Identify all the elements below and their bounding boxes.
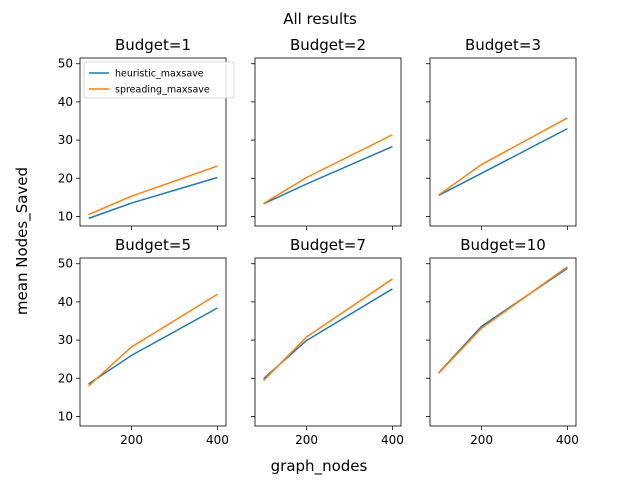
y-tick-label: 50 bbox=[58, 257, 73, 271]
series-line-spreading_maxsave bbox=[263, 278, 393, 382]
subplot-1: Budget=1 10 20 30 40 50 heuristic_maxsavesprea… bbox=[58, 36, 235, 230]
legend-label: heuristic_maxsave bbox=[115, 69, 204, 80]
series-line-spreading_maxsave bbox=[88, 165, 218, 216]
series-line-heuristic_maxsave bbox=[88, 176, 218, 220]
y-tick-label: 10 bbox=[58, 209, 73, 223]
subplot-5: Budget=7 200 400 bbox=[251, 236, 404, 447]
subplot-2: Budget=2 bbox=[251, 36, 402, 230]
x-tick-label: 200 bbox=[120, 433, 143, 447]
y-tick-label: 30 bbox=[58, 133, 73, 147]
series-line-heuristic_maxsave bbox=[438, 127, 568, 197]
legend: heuristic_maxsave spreading_maxsave bbox=[83, 61, 235, 99]
y-tick-label: 20 bbox=[58, 171, 73, 185]
axes-frame bbox=[254, 57, 402, 227]
series-line-heuristic_maxsave bbox=[88, 307, 218, 385]
x-tick-label: 200 bbox=[295, 433, 318, 447]
subplot-3: Budget=3 bbox=[426, 36, 577, 230]
figure-suptitle: All results bbox=[283, 10, 357, 28]
subplot-title: Budget=5 bbox=[115, 236, 191, 254]
axes-frame bbox=[429, 257, 577, 427]
x-tick-label: 400 bbox=[556, 433, 579, 447]
subplot-title: Budget=7 bbox=[290, 236, 366, 254]
subplot-grid: Budget=1 10 20 30 40 50 heuristic_maxsavesprea… bbox=[58, 36, 579, 447]
legend-box bbox=[83, 61, 235, 99]
axes-frame bbox=[79, 257, 227, 427]
series-line-heuristic_maxsave bbox=[263, 145, 393, 205]
y-tick-label: 30 bbox=[58, 333, 73, 347]
y-tick-label: 50 bbox=[58, 57, 73, 71]
subplot-6: Budget=10 200 400 bbox=[426, 236, 579, 447]
axes-frame bbox=[254, 257, 402, 427]
figure-xlabel: graph_nodes bbox=[271, 457, 368, 476]
x-tick-label: 400 bbox=[381, 433, 404, 447]
figure-ylabel: mean Nodes_Saved bbox=[13, 167, 32, 315]
y-tick-label: 40 bbox=[58, 295, 73, 309]
subplot-title: Budget=2 bbox=[290, 36, 366, 54]
series-line-spreading_maxsave bbox=[438, 266, 568, 374]
y-tick-label: 20 bbox=[58, 371, 73, 385]
x-tick-label: 400 bbox=[206, 433, 229, 447]
y-tick-label: 40 bbox=[58, 95, 73, 109]
x-tick-label: 200 bbox=[470, 433, 493, 447]
axes-frame bbox=[79, 57, 227, 227]
y-tick-label: 10 bbox=[58, 409, 73, 423]
legend-label: spreading_maxsave bbox=[115, 85, 210, 96]
subplot-4: Budget=5 10 20 30 40 50 200 400 bbox=[58, 236, 229, 447]
subplot-title: Budget=10 bbox=[460, 236, 546, 254]
series-line-spreading_maxsave bbox=[88, 293, 218, 387]
series-line-spreading_maxsave bbox=[438, 117, 568, 196]
axes-frame bbox=[429, 57, 577, 227]
subplot-title: Budget=3 bbox=[465, 36, 541, 54]
subplot-title: Budget=1 bbox=[115, 36, 191, 54]
series-line-spreading_maxsave bbox=[263, 134, 393, 205]
